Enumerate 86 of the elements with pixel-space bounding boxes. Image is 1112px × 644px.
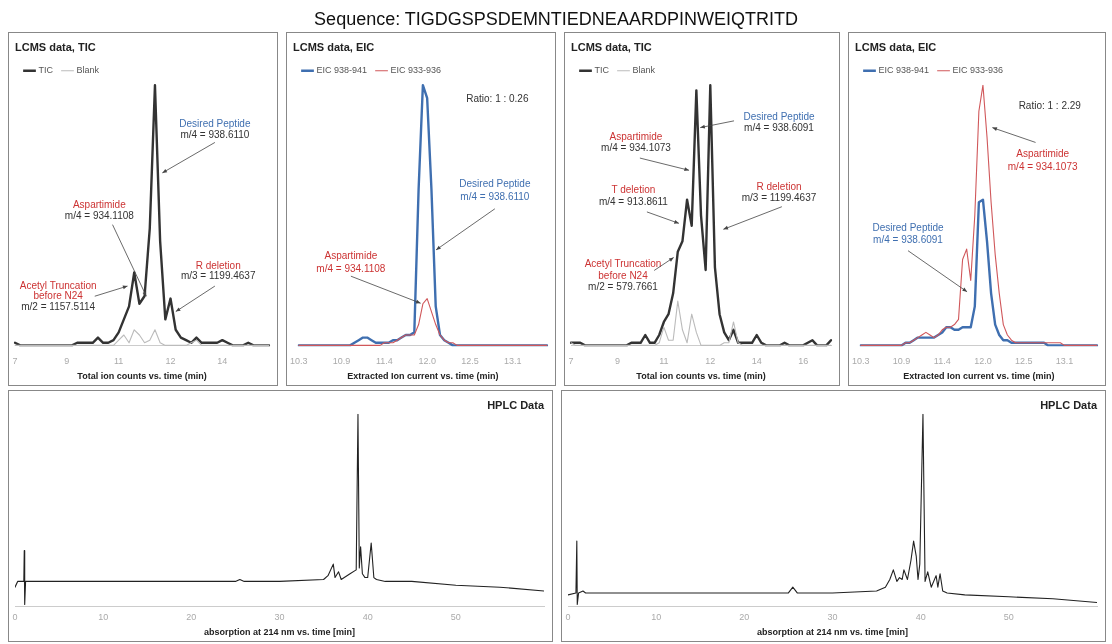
x-tick-label: 0 xyxy=(12,612,18,623)
legend-label: EIC 938-941 xyxy=(316,65,368,76)
x-tick-label: 11.4 xyxy=(375,356,393,367)
chart-title: HPLC Data xyxy=(487,398,545,411)
annotation: R deletion xyxy=(195,259,241,271)
annotation: R deletion xyxy=(756,180,802,192)
x-tick-label: 10 xyxy=(651,612,662,623)
annotation: m/4 = 913.8611 xyxy=(598,195,669,207)
annotation: Aspartimide xyxy=(72,198,127,210)
x-tick-label: 16 xyxy=(798,356,809,367)
x-tick-label: 40 xyxy=(362,612,373,623)
annotation: m/4 = 938.6091 xyxy=(873,234,944,246)
annotation: m/4 = 934.1108 xyxy=(316,263,386,275)
x-axis-title: Total ion counts vs. time (min) xyxy=(77,371,207,382)
annotation: Desired Peptide xyxy=(743,110,816,122)
annotation: m/4 = 934.1073 xyxy=(1007,160,1078,172)
chart-title: LCMS data, EIC xyxy=(293,40,375,53)
x-tick-label: 10.3 xyxy=(289,356,308,367)
x-tick-label: 13.1 xyxy=(1055,356,1074,367)
x-tick-label: 11 xyxy=(659,356,669,367)
x-tick-label: 12.5 xyxy=(1014,356,1033,367)
x-tick-label: 0 xyxy=(565,612,571,623)
x-axis-title: Extracted Ion current vs. time (min) xyxy=(347,371,499,382)
legend-label: EIC 933-936 xyxy=(390,65,442,76)
x-tick-label: 9 xyxy=(64,356,70,367)
annotation: Acetyl Truncation xyxy=(19,279,97,291)
x-tick-label: 11 xyxy=(114,356,124,367)
annotation: m/4 = 934.1073 xyxy=(601,142,672,154)
x-tick-label: 30 xyxy=(827,612,838,623)
x-tick-label: 9 xyxy=(614,356,620,367)
annotation: m/2 = 579.7661 xyxy=(588,280,659,292)
x-tick-label: 10 xyxy=(98,612,109,623)
annotation: m/2 = 1157.5114 xyxy=(21,301,96,313)
x-tick-label: 50 xyxy=(1003,612,1014,623)
annotation: m/4 = 938.6110 xyxy=(180,129,250,141)
x-tick-label: 7 xyxy=(568,356,574,367)
x-tick-label: 30 xyxy=(274,612,285,623)
x-tick-label: 20 xyxy=(739,612,750,623)
annotation: Ratio: 1 : 2.29 xyxy=(1018,100,1082,112)
annotation: Desired Peptide xyxy=(179,117,251,129)
x-tick-label: 14 xyxy=(217,356,228,367)
x-tick-label: 12.0 xyxy=(418,356,436,367)
chart-title: HPLC Data xyxy=(1040,398,1098,411)
x-tick-label: 12.0 xyxy=(974,356,992,367)
x-tick-label: 12 xyxy=(705,356,716,367)
x-tick-label: 12 xyxy=(165,356,176,367)
x-axis-title: Extracted Ion current vs. time (min) xyxy=(903,371,1055,382)
x-tick-label: 50 xyxy=(450,612,461,623)
annotation: m/4 = 938.6110 xyxy=(460,191,530,203)
x-tick-label: 10.9 xyxy=(332,356,351,367)
chart-title: LCMS data, TIC xyxy=(15,40,96,53)
x-axis-title: absorption at 214 nm vs. time [min] xyxy=(203,627,356,638)
annotation: before N24 xyxy=(33,290,84,302)
annotation: before N24 xyxy=(598,269,649,281)
annotation: Desired Peptide xyxy=(459,177,531,189)
annotation: m/3 = 1199.4637 xyxy=(180,270,256,282)
x-tick-label: 10.9 xyxy=(892,356,911,367)
chart-title: LCMS data, TIC xyxy=(571,40,652,53)
x-tick-label: 12.5 xyxy=(461,356,479,367)
legend-label: EIC 933-936 xyxy=(952,65,1004,76)
legend-label: TIC xyxy=(594,65,610,76)
annotation: Acetyl Truncation xyxy=(584,257,662,269)
annotation: Aspartimide xyxy=(324,249,378,261)
annotation: Aspartimide xyxy=(609,130,663,142)
legend-label: EIC 938-941 xyxy=(878,65,930,76)
legend-label: Blank xyxy=(76,65,100,76)
x-tick-label: 40 xyxy=(915,612,926,623)
x-tick-label: 7 xyxy=(12,356,18,367)
annotation: T deletion xyxy=(611,184,656,196)
annotation: Desired Peptide xyxy=(872,222,945,234)
x-tick-label: 20 xyxy=(186,612,197,623)
annotation: m/4 = 938.6091 xyxy=(744,122,815,134)
annotation: m/4 = 934.1108 xyxy=(64,209,135,221)
x-tick-label: 13.1 xyxy=(503,356,522,367)
annotation: Aspartimide xyxy=(1016,147,1070,159)
x-axis-title: Total ion counts vs. time (min) xyxy=(636,371,766,382)
legend-label: Blank xyxy=(632,65,656,76)
chart-title: LCMS data, EIC xyxy=(855,40,937,53)
x-tick-label: 11.4 xyxy=(933,356,951,367)
text: Sequence: TIGDGSPSDEMNTIEDNEAARDPINWEIQTRITD xyxy=(313,8,799,30)
annotation: Ratio: 1 : 0.26 xyxy=(466,93,529,105)
x-tick-label: 14 xyxy=(751,356,762,367)
legend-label: TIC xyxy=(38,65,54,76)
x-axis-title: absorption at 214 nm vs. time [min] xyxy=(756,627,909,638)
annotation: m/3 = 1199.4637 xyxy=(741,191,817,203)
x-tick-label: 10.3 xyxy=(851,356,870,367)
